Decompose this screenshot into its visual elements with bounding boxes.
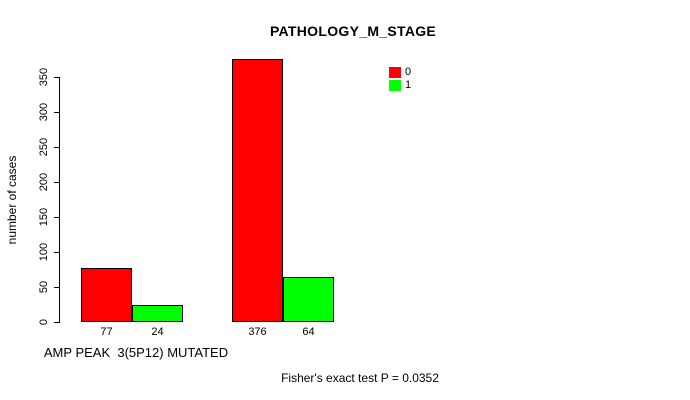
y-axis-tick <box>54 287 59 288</box>
x-axis-label: AMP PEAK 3(5P12) MUTATED <box>43 345 229 360</box>
bar-group0-series-0 <box>81 268 132 322</box>
legend-entry-0: 0 <box>389 66 411 79</box>
y-axis-tick-label: 150 <box>38 207 50 227</box>
chart-title: PATHOLOGY_M_STAGE <box>269 23 437 39</box>
y-axis-tick <box>54 77 59 78</box>
y-axis-tick <box>54 252 59 253</box>
y-axis-tick-label: 350 <box>38 67 50 87</box>
y-axis-tick-label: 200 <box>38 172 50 192</box>
y-axis-line <box>59 77 60 323</box>
y-axis-tick <box>54 147 59 148</box>
bar-value-label: 24 <box>151 326 164 338</box>
y-axis-tick <box>54 182 59 183</box>
y-axis-tick-label: 50 <box>38 280 50 294</box>
y-axis-tick <box>54 322 59 323</box>
bar-group1-series-0 <box>232 59 283 322</box>
legend-swatch-icon <box>389 67 401 78</box>
legend-swatch-icon <box>389 80 401 91</box>
legend-entry-1: 1 <box>389 79 411 92</box>
y-axis-tick-label: 100 <box>38 242 50 262</box>
y-axis-label: number of cases <box>5 155 19 245</box>
legend-label: 0 <box>405 66 412 78</box>
bar-group1-series-1 <box>283 277 334 322</box>
y-axis-tick-label: 250 <box>38 137 50 157</box>
y-axis-tick-label: 0 <box>38 318 50 326</box>
fisher-test-annotation: Fisher's exact test P = 0.0352 <box>281 371 439 385</box>
bar-group0-series-1 <box>132 305 183 322</box>
y-axis-tick-label: 300 <box>38 102 50 122</box>
legend-label: 1 <box>405 79 412 91</box>
y-axis-tick <box>54 217 59 218</box>
bar-value-label: 376 <box>248 326 267 338</box>
bar-value-label: 64 <box>302 326 315 338</box>
y-axis-tick <box>54 112 59 113</box>
bar-value-label: 77 <box>100 326 113 338</box>
